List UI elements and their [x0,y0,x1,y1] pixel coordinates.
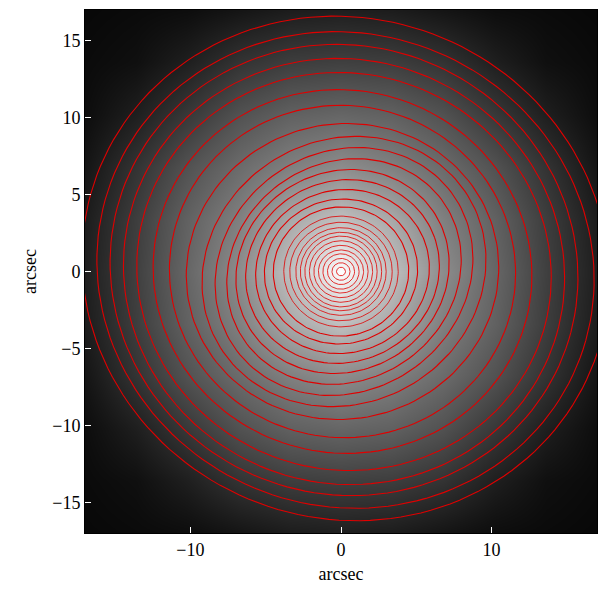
svg-text:−15: −15 [52,493,80,513]
svg-text:0: 0 [337,540,346,560]
svg-text:5: 5 [71,185,80,205]
svg-text:arcsec: arcsec [319,564,364,584]
svg-text:arcsec: arcsec [20,249,40,294]
svg-text:0: 0 [71,262,80,282]
svg-text:−10: −10 [176,540,204,560]
svg-text:−10: −10 [52,416,80,436]
svg-text:15: 15 [62,31,80,51]
svg-text:10: 10 [483,540,501,560]
svg-text:10: 10 [62,108,80,128]
svg-text:−5: −5 [61,339,80,359]
